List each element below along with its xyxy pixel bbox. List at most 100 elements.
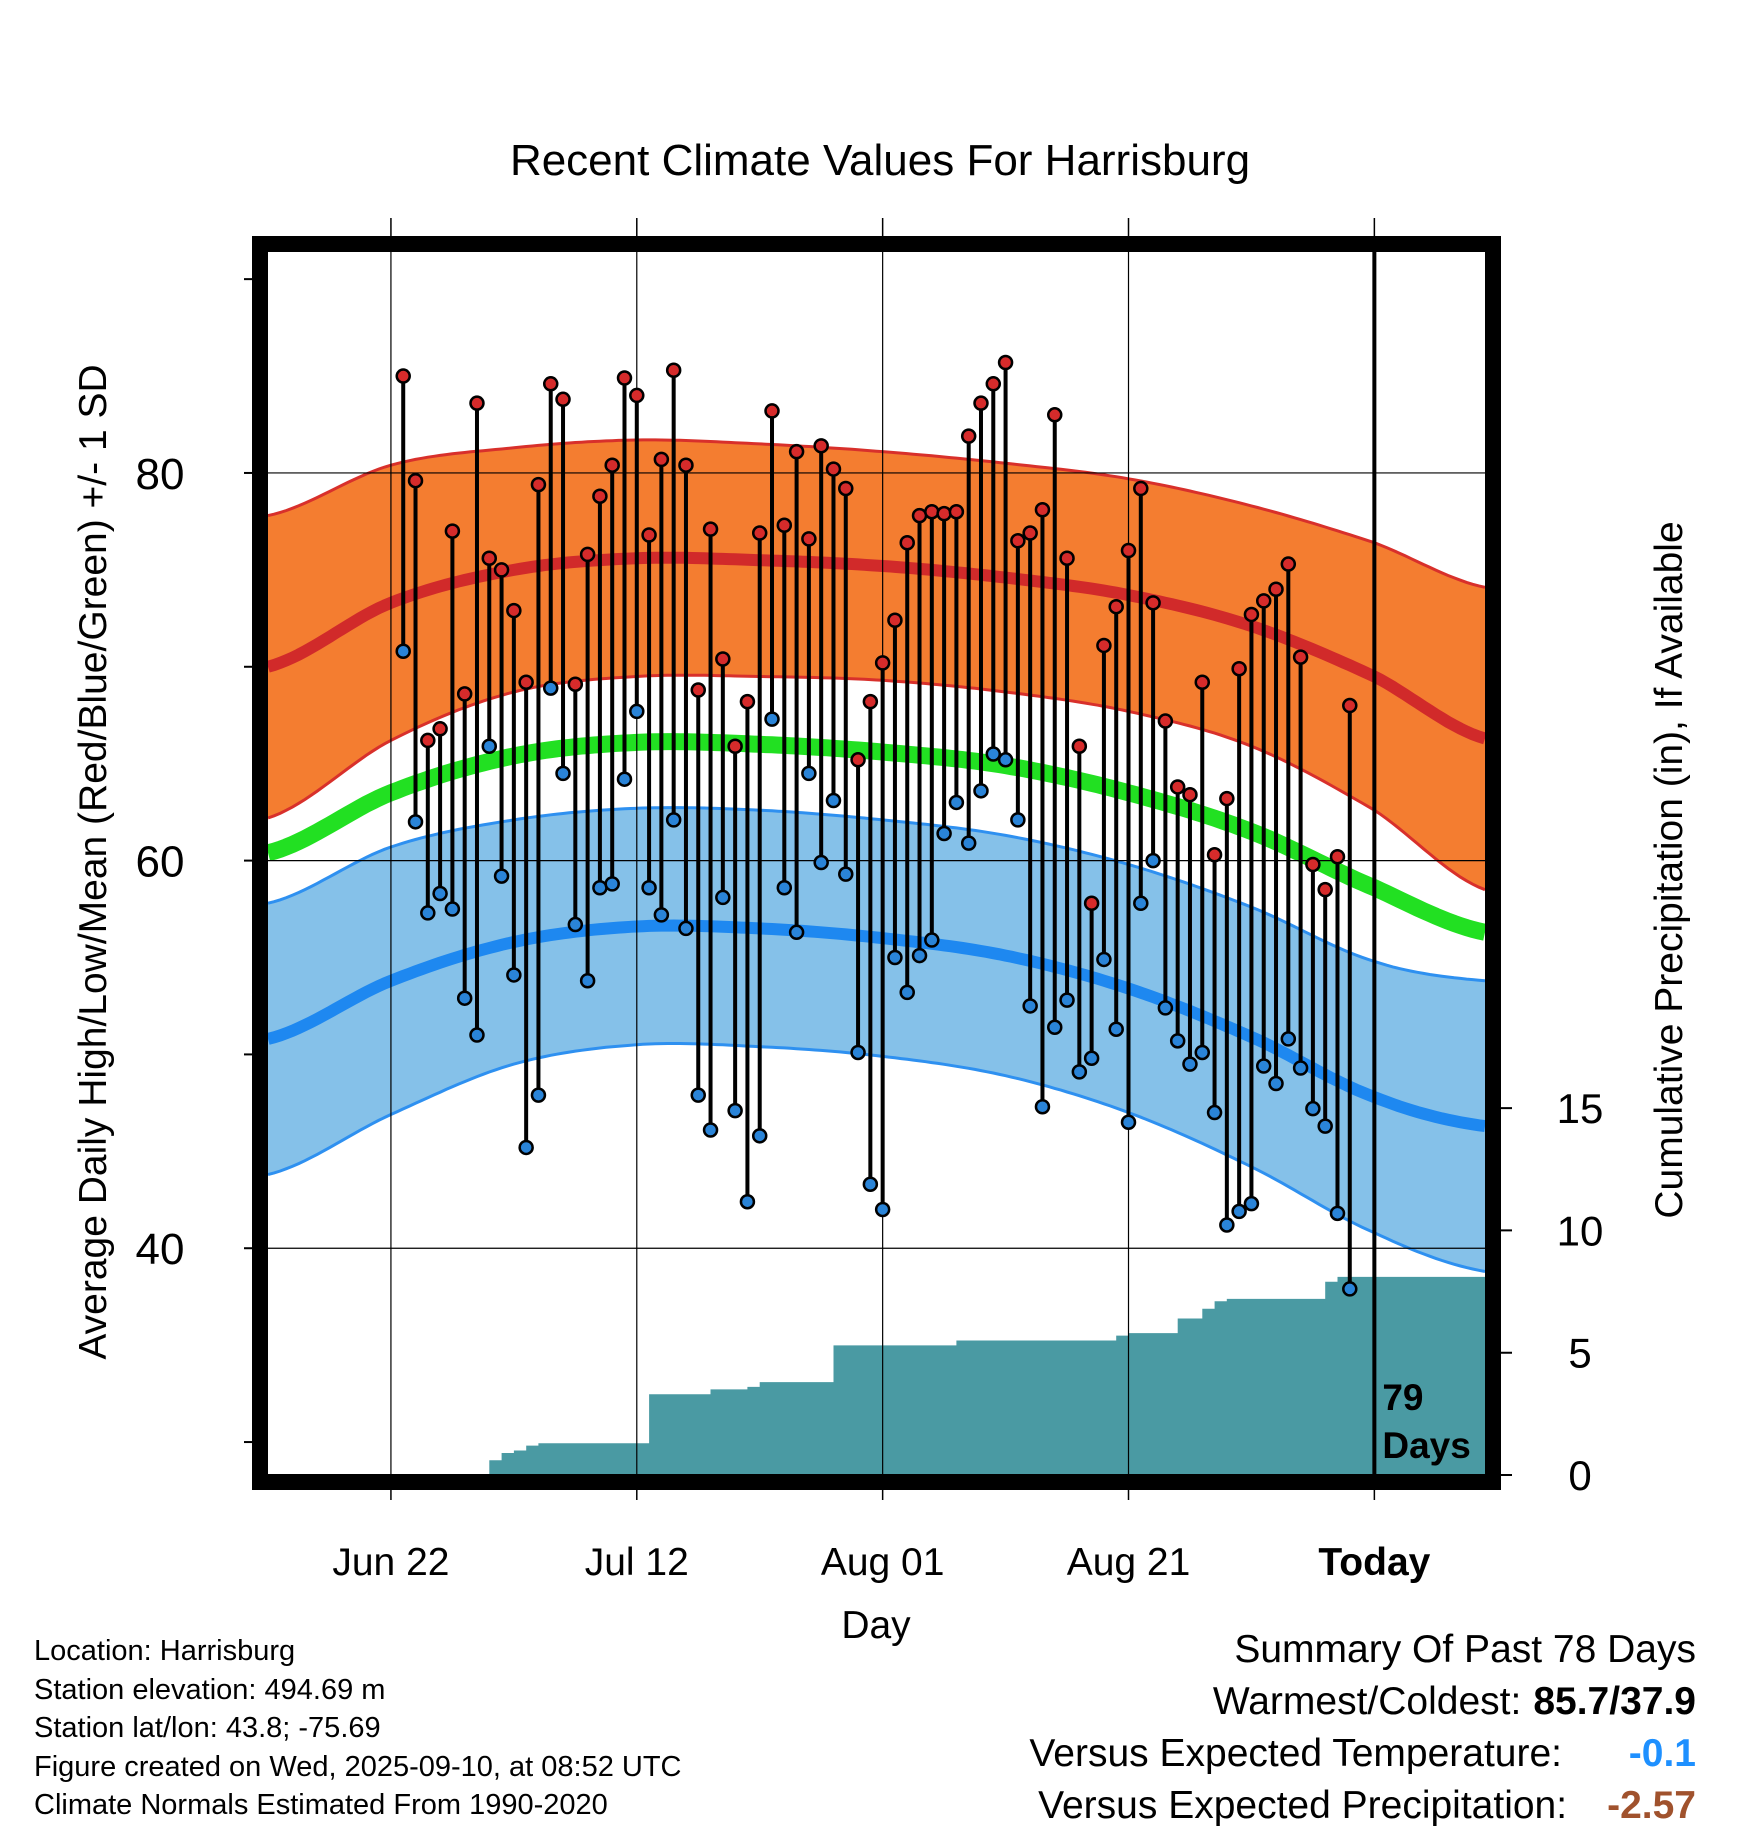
daily-low-point (518, 1139, 534, 1156)
daily-low-point (1034, 1098, 1051, 1115)
daily-high-point (825, 461, 842, 477)
low-sd-band-upper-edge (267, 806, 1486, 983)
daily-low-point (579, 973, 596, 989)
daily-high-point (899, 534, 915, 551)
daily-high-point (1046, 407, 1063, 423)
daily-low-point (1194, 1044, 1211, 1061)
daily-low-point (1071, 1064, 1088, 1080)
temp-value: -0.1 (1628, 1732, 1696, 1775)
daily-high-point (924, 503, 940, 520)
daily-high-point (1034, 502, 1051, 518)
elevation-text: Station elevation: 494.69 m (34, 1673, 386, 1706)
temp-row: Versus Expected Temperature: -0.1 (1029, 1728, 1696, 1780)
daily-high-point (764, 403, 780, 419)
daily-high-point (1305, 856, 1321, 873)
daily-low-point (1157, 1000, 1174, 1016)
daily-low-point (1096, 951, 1112, 968)
daily-high-point (1292, 649, 1309, 665)
daily-low-point (641, 879, 657, 896)
daily-low-point (1317, 1118, 1333, 1134)
daily-high-point (641, 527, 657, 543)
daily-high-point (1268, 581, 1284, 597)
daily-high-point (469, 395, 485, 411)
daily-low-point (1010, 812, 1026, 828)
x-tick-label: Today (1318, 1541, 1430, 1584)
normal-low-line (266, 919, 1486, 1133)
daily-high-point (801, 531, 817, 547)
daily-high-point (616, 370, 633, 386)
daily-low-point (1182, 1056, 1198, 1072)
daily-high-point (911, 507, 928, 524)
daily-low-point (764, 711, 780, 727)
daily-high-point (1133, 480, 1149, 497)
normals-text: Climate Normals Estimated From 1990-2020 (34, 1789, 608, 1821)
daily-high-point (567, 676, 584, 692)
daily-high-point (702, 521, 719, 537)
daily-high-point (555, 391, 571, 408)
daily-high-point (395, 368, 411, 384)
daily-low-point (1243, 1195, 1260, 1212)
daily-low-point (751, 1128, 768, 1144)
daily-high-point (936, 505, 952, 522)
y2-axis-label: Cumulative Precipitation (in), If Availa… (1648, 521, 1691, 1218)
temp-label: Versus Expected Temperature: (1029, 1732, 1562, 1775)
high-sd-band-lower-edge (267, 673, 1486, 892)
daily-low-point (1255, 1058, 1272, 1074)
daily-low-point (973, 783, 989, 799)
daily-high-point (960, 428, 977, 444)
daily-low-point (936, 825, 952, 842)
daily-low-point (1022, 998, 1038, 1014)
today-days-label: Days (1382, 1425, 1470, 1466)
low-sd-band-lower-edge (267, 1042, 1486, 1273)
daily-low-point (1292, 1060, 1309, 1076)
daily-high-point (1342, 697, 1358, 714)
daily-low-point (1342, 1281, 1358, 1297)
daily-high-point (1059, 550, 1075, 566)
daily-high-point (579, 546, 596, 563)
y2-tick-label: 10 (1557, 1207, 1604, 1254)
daily-low-point (838, 866, 854, 882)
x-tick-label: Jul 12 (585, 1541, 689, 1584)
daily-high-point (665, 362, 682, 378)
summary-panel: Summary Of Past 78 Days Warmest/Coldest:… (1029, 1624, 1696, 1832)
daily-high-point (751, 525, 768, 541)
daily-low-point (960, 835, 977, 851)
x-tick-label: Aug 21 (1067, 1541, 1191, 1584)
daily-high-point (493, 562, 510, 578)
daily-low-point (948, 794, 965, 811)
daily-low-point (899, 984, 915, 1001)
daily-high-point (1182, 786, 1198, 803)
x-axis-label: Day (841, 1604, 911, 1647)
daily-low-point (776, 879, 793, 896)
daily-low-point (665, 812, 682, 828)
latlon-text: Station lat/lon: 43.8; -75.69 (34, 1712, 381, 1744)
daily-high-point (1157, 713, 1174, 729)
x-tick-label: Aug 01 (821, 1541, 945, 1584)
daily-high-point (739, 693, 756, 710)
daily-low-point (592, 879, 608, 896)
today-days-count: 79 (1382, 1377, 1423, 1418)
daily-low-point (493, 868, 510, 884)
precip-area (268, 1276, 1485, 1475)
daily-high-point (1317, 881, 1333, 898)
daily-low-point (813, 854, 829, 871)
daily-high-point (481, 550, 498, 566)
daily-low-point (1305, 1100, 1321, 1117)
daily-low-point (604, 876, 620, 892)
warm-cold-row: Warmest/Coldest: 85.7/37.9 (1029, 1676, 1696, 1728)
daily-high-point (997, 354, 1014, 371)
daily-high-point (678, 457, 694, 473)
y2-tick-label: 0 (1568, 1452, 1591, 1499)
daily-low-point (678, 920, 694, 937)
daily-high-point (1255, 593, 1272, 609)
warm-cold-label: Warmest/Coldest: (1212, 1680, 1522, 1723)
daily-low-point (862, 1176, 879, 1193)
daily-high-point (887, 612, 903, 629)
daily-low-point (1329, 1205, 1346, 1222)
daily-high-point (1071, 738, 1088, 754)
y-tick-label: 80 (136, 450, 185, 499)
daily-high-point (1169, 779, 1186, 795)
daily-low-point (506, 967, 522, 983)
daily-high-point (1022, 525, 1038, 541)
y-tick-label: 40 (136, 1225, 185, 1274)
